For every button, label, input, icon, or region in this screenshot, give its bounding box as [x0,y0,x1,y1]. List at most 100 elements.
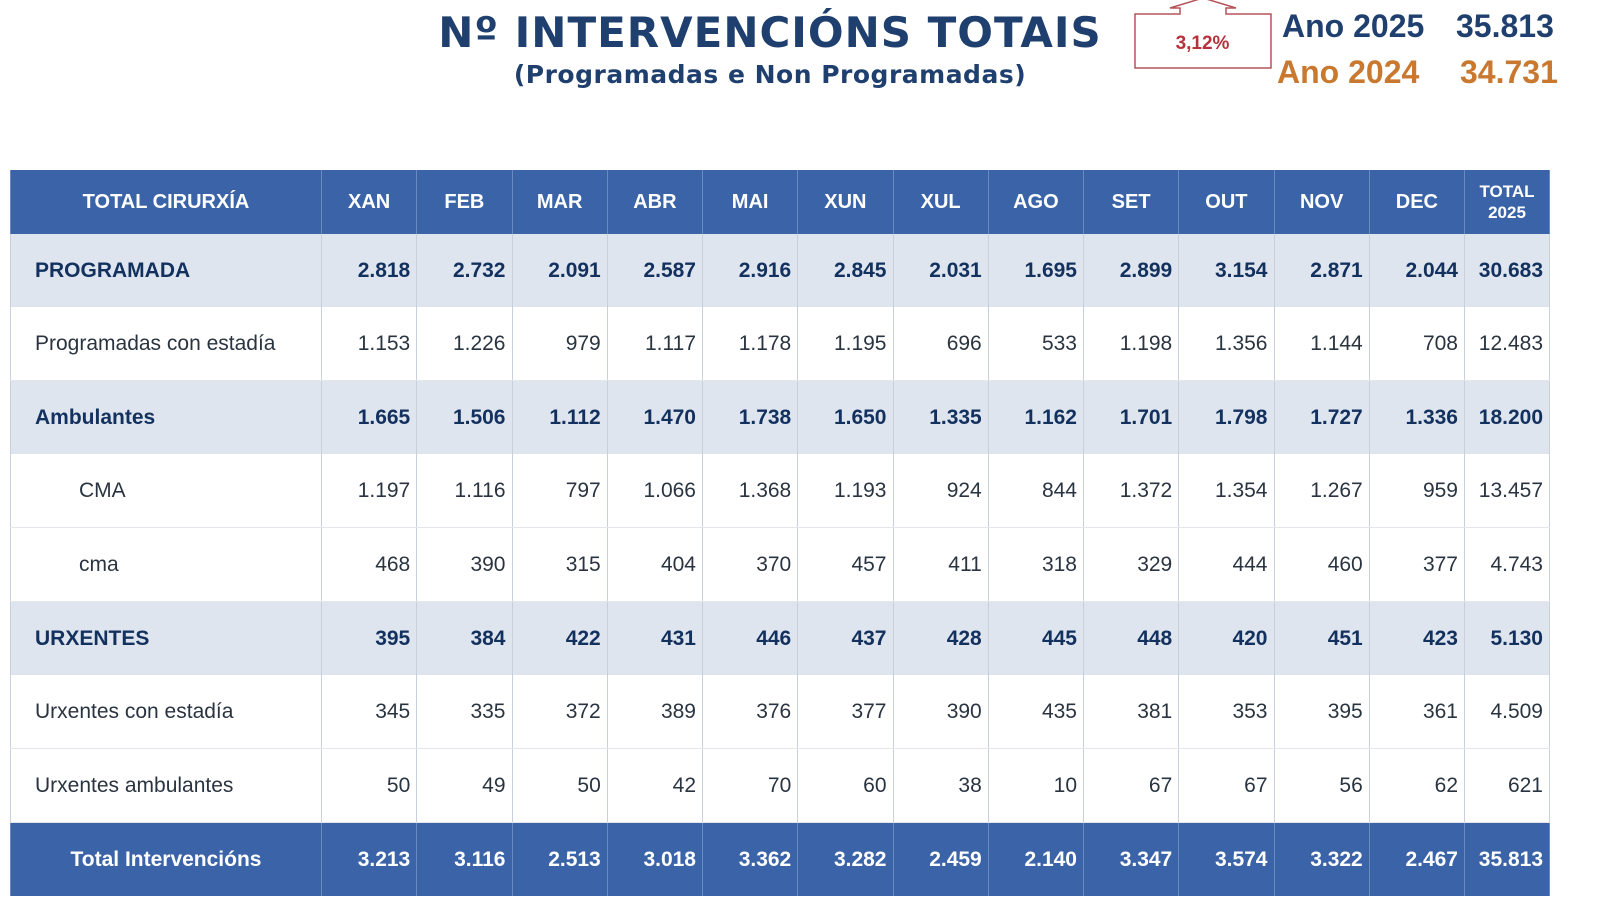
table-cell: 431 [606,601,704,675]
page-title: Nº INTERVENCIÓNS TOTAIS [438,8,1102,57]
table-cell: 621 [1464,748,1550,823]
table-cell: 3.154 [1178,234,1275,307]
table-cell: 708 [1368,307,1466,381]
column-header: XUL [892,170,989,234]
table-cell: 2.091 [511,234,608,307]
table-cell: 1.470 [606,380,704,454]
table-cell: 381 [1082,675,1180,749]
table-cell: 1.336 [1368,380,1466,454]
row-label: Urxentes con estadía [10,675,322,749]
table-cell: 389 [606,675,704,749]
table-cell: 35.813 [1464,822,1550,896]
table-row: Programadas con estadía 1.153 1.226 979 1.11… [10,307,1550,381]
row-label: Urxentes ambulantes [10,748,322,823]
row-label: Programadas con estadía [10,307,322,381]
table-cell: 1.197 [320,454,418,528]
table-cell: 395 [1273,675,1370,749]
table-cell: 318 [987,527,1085,602]
table-cell: 49 [416,748,513,823]
table-cell: 38 [892,748,989,823]
table-cell: 468 [320,527,418,602]
table-cell: 3.282 [797,822,894,896]
table-cell: 457 [797,527,894,602]
table-cell: 1.354 [1178,454,1275,528]
column-header: DEC [1368,170,1466,234]
table-cell: 377 [1368,527,1466,602]
row-label: URXENTES [10,601,322,675]
table-cell: 67 [1178,748,1275,823]
table-cell: 329 [1082,527,1180,602]
year-2024-label: Ano 2024 [1277,54,1420,90]
table-cell: 376 [701,675,799,749]
table-cell: 1.727 [1273,380,1370,454]
table-cell: 1.112 [511,380,608,454]
column-header: FEB [416,170,513,234]
table-cell: 1.506 [416,380,513,454]
table-cell: 370 [701,527,799,602]
table-cell: 422 [511,601,608,675]
table-cell: 1.695 [987,234,1085,307]
table-cell: 460 [1273,527,1370,602]
column-header: MAR [511,170,608,234]
table-cell: 2.899 [1082,234,1180,307]
table-cell: 1.798 [1178,380,1275,454]
table-cell: 437 [797,601,894,675]
table-cell: 62 [1368,748,1466,823]
row-label: cma [10,527,322,602]
table-cell: 1.162 [987,380,1085,454]
table-cell: 5.130 [1464,601,1550,675]
table-cell: 30.683 [1464,234,1550,307]
table-cell: 13.457 [1464,454,1550,528]
table-row: cma 468 390 315 404 370 457 411 318 329 444 460 377 4… [10,527,1550,602]
table-cell: 1.153 [320,307,418,381]
surgery-table: TOTAL CIRURXÍA XAN FEB MAR ABR MAI XUN XUL AGO SE… [10,170,1550,896]
column-header: AGO [987,170,1085,234]
table-cell: 1.368 [701,454,799,528]
table-cell: 50 [511,748,608,823]
table-cell: 448 [1082,601,1180,675]
table-cell: 404 [606,527,704,602]
table-cell: 1.195 [797,307,894,381]
table-cell: 345 [320,675,418,749]
table-cell: 428 [892,601,989,675]
table-cell: 50 [320,748,418,823]
table-cell: 372 [511,675,608,749]
table-cell: 60 [797,748,894,823]
column-header: SET [1082,170,1180,234]
table-cell: 384 [416,601,513,675]
table-cell: 42 [606,748,704,823]
table-cell: 1.335 [892,380,989,454]
table-cell: 3.116 [416,822,513,896]
table-cell: 4.509 [1464,675,1550,749]
table-cell: 335 [416,675,513,749]
table-cell: 924 [892,454,989,528]
table-cell: 2.871 [1273,234,1370,307]
table-row: Urxentes ambulantes 50 49 50 42 70 60 38 10 67 67 5… [10,748,1550,823]
table-cell: 1.226 [416,307,513,381]
table-cell: 2.031 [892,234,989,307]
page-subtitle: (Programadas e Non Programadas) [513,60,1027,89]
table-cell: 1.372 [1082,454,1180,528]
table-cell: 844 [987,454,1085,528]
table-cell: 2.513 [511,822,608,896]
column-header: TOTAL CIRURXÍA [10,170,322,234]
table-cell: 2.818 [320,234,418,307]
column-header: XUN [797,170,894,234]
table-cell: 2.916 [701,234,799,307]
column-header: ABR [606,170,704,234]
table-cell: 533 [987,307,1085,381]
column-header: MAI [701,170,799,234]
table-cell: 3.362 [701,822,799,896]
column-header: OUT [1178,170,1275,234]
table-row: CMA 1.197 1.116 797 1.066 1.368 1.193 924 844 1.3… [10,454,1550,528]
table-cell: 3.574 [1178,822,1275,896]
table-cell: 1.701 [1082,380,1180,454]
column-header: NOV [1273,170,1370,234]
row-label: PROGRAMADA [10,234,322,307]
table-cell: 315 [511,527,608,602]
table-row: PROGRAMADA 2.818 2.732 2.091 2.587 2.916 2.845… [10,234,1550,307]
table-cell: 390 [416,527,513,602]
table-cell: 420 [1178,601,1275,675]
table-cell: 1.144 [1273,307,1370,381]
column-header: TOTAL 2025 [1464,170,1550,234]
